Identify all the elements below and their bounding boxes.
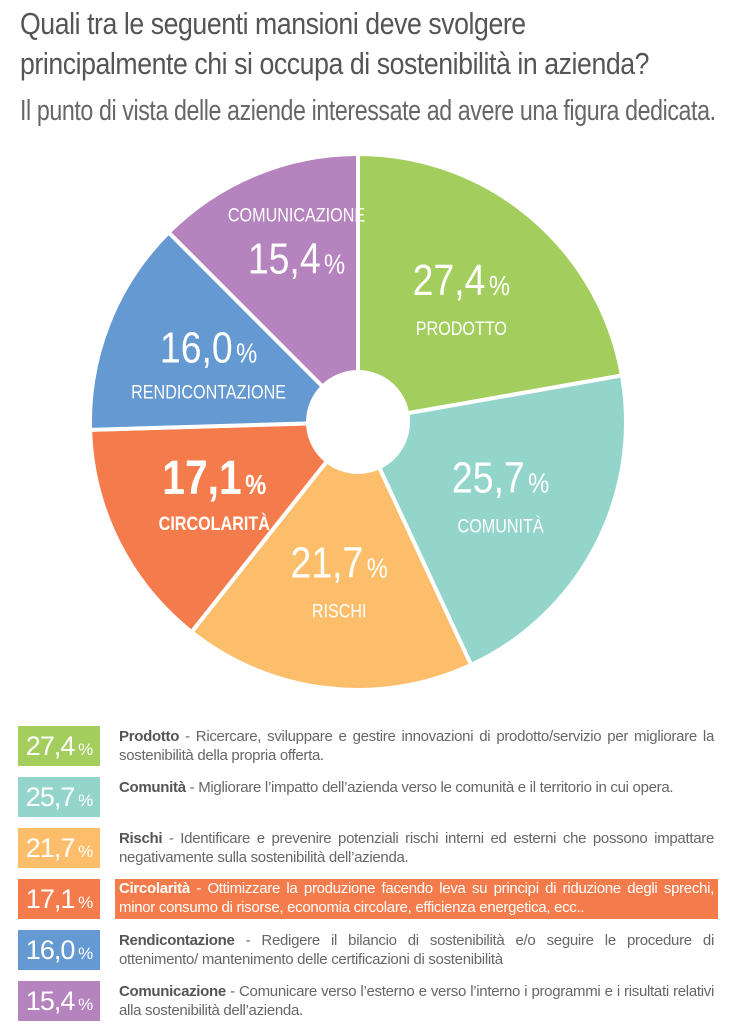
pie-slice-1 <box>355 373 628 668</box>
legend-item: 25,7 % Comunità - Migliorare l’impatto de… <box>18 777 718 828</box>
legend-value-badge: 16,0 % <box>18 930 100 970</box>
slice-name-label: RISCHI <box>312 600 367 622</box>
legend-value-badge: 21,7 % <box>18 828 100 868</box>
slice-name-label: PRODOTTO <box>416 318 507 340</box>
legend-item: 27,4 % Prodotto - Ricercare, sviluppare e… <box>18 726 718 777</box>
slice-name-label: CIRCOLARITÀ <box>159 512 270 535</box>
legend-description: Prodotto - Ricercare, sviluppare e gesti… <box>119 728 714 764</box>
chart-subtitle: Il punto di vista delle aziende interess… <box>20 95 716 127</box>
legend-value-badge: 15,4 % <box>18 981 100 1021</box>
legend-description: Comunicazione - Comunicare verso l’ester… <box>119 983 714 1019</box>
legend-item: 17,1 % Circolarità - Ottimizzare la produ… <box>18 879 718 930</box>
legend-description: Comunità - Migliorare l’impatto dell’azi… <box>119 779 674 796</box>
slice-value-label: 25,7% <box>452 452 549 502</box>
legend-description: Rendicontazione - Redigere il bilancio d… <box>119 932 714 968</box>
legend-value-badge: 27,4 % <box>18 726 100 766</box>
legend-item: 21,7 % Rischi - Identificare e prevenire … <box>18 828 718 879</box>
legend-value-badge: 25,7 % <box>18 777 100 817</box>
legend-value-badge: 17,1 % <box>18 879 100 919</box>
pie-slice-5 <box>165 151 360 427</box>
pie-slice-0 <box>356 151 625 425</box>
slice-name-label: COMUNICAZIONE <box>228 204 365 226</box>
pie-slice-3 <box>88 419 363 635</box>
title-line-1: Quali tra le seguenti mansioni deve svol… <box>20 6 526 41</box>
legend-item: 16,0 % Rendicontazione - Redigere il bila… <box>18 930 718 981</box>
legend-description: Circolarità - Ottimizzare la produzione … <box>115 879 718 919</box>
donut-hole <box>306 370 410 474</box>
slice-name-label: COMUNITÀ <box>458 515 544 537</box>
legend: 27,4 % Prodotto - Ricercare, sviluppare e… <box>18 726 718 1032</box>
legend-description: Rischi - Identificare e prevenire potenz… <box>119 830 714 866</box>
chart-title: Quali tra le seguenti mansioni deve svol… <box>20 4 649 84</box>
pie-slice-2 <box>188 418 474 692</box>
pie-slice-4 <box>88 229 363 432</box>
title-line-2: principalmente chi si occupa di sostenib… <box>20 46 650 81</box>
legend-item: 15,4 % Comunicazione - Comunicare verso l… <box>18 981 718 1032</box>
slice-name-label: RENDICONTAZIONE <box>131 381 286 403</box>
